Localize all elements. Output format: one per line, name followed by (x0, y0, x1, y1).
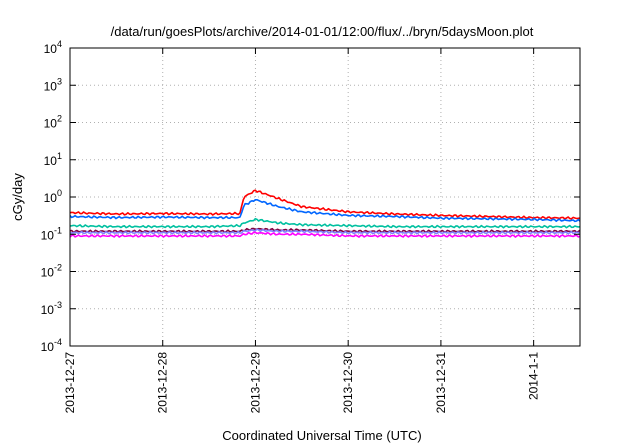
y-tick-label: 10-3 (41, 300, 62, 317)
x-tick-label: 2013-12-31 (434, 352, 448, 414)
x-tick-label: 2013-12-29 (248, 352, 262, 414)
series-line (69, 199, 581, 223)
x-tick-label: 2013-12-30 (341, 352, 355, 414)
y-tick-label: 100 (44, 188, 62, 205)
series-layer (69, 189, 581, 238)
y-tick-label: 101 (44, 151, 62, 168)
x-tick-label: 2013-12-28 (156, 352, 170, 414)
y-tick-label: 102 (44, 114, 62, 131)
y-tick-label: 103 (44, 76, 62, 93)
y-tick-label: 10-2 (41, 263, 62, 280)
series-line (70, 228, 581, 235)
x-tick-label: 2014-1-1 (527, 352, 541, 400)
chart-title: /data/run/goesPlots/archive/2014-01-01/1… (111, 24, 534, 39)
y-tick-label: 10-1 (41, 225, 62, 242)
y-tick-label: 10-4 (41, 337, 62, 354)
series-line (69, 231, 581, 238)
x-tick-label: 2013-12-27 (63, 352, 77, 414)
x-axis-label: Coordinated Universal Time (UTC) (222, 428, 421, 443)
series-line (69, 217, 581, 229)
y-axis: 10-4 10-3 10-2 10-1 100 101 102 103 104 (41, 39, 580, 354)
x-axis: 2013-12-27 2013-12-28 2013-12-29 2013-12-30… (63, 48, 541, 413)
y-axis-label: cGy/day (10, 173, 25, 221)
grid (69, 48, 580, 346)
y-tick-label: 104 (44, 39, 62, 56)
series-line (69, 189, 581, 220)
